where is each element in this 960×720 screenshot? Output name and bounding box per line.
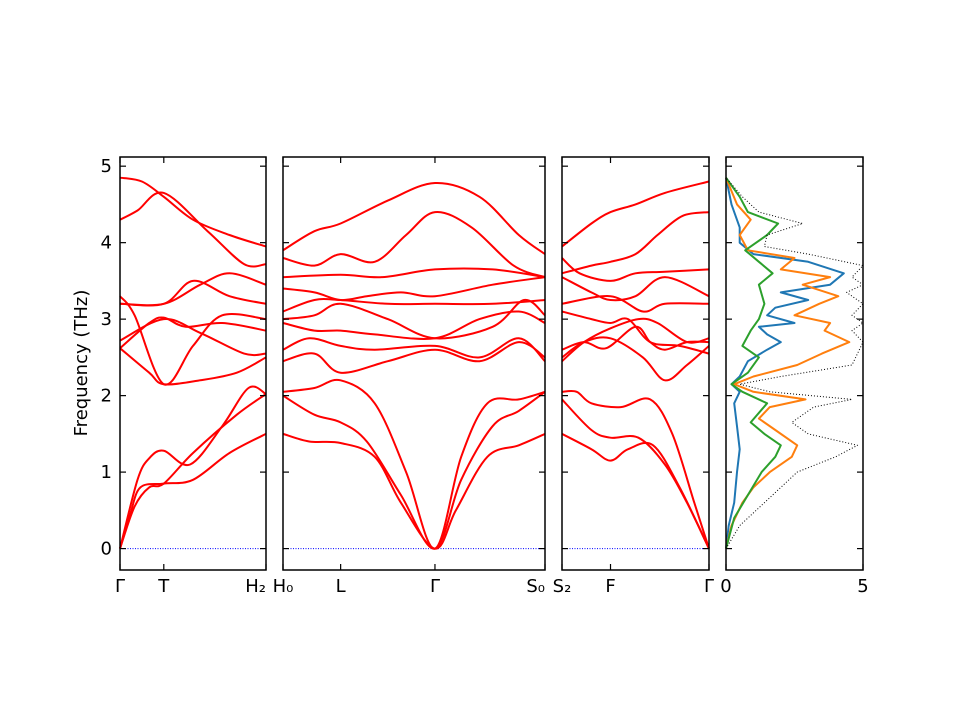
y-axis-label: Frequency (THz)	[71, 290, 92, 437]
x-tick-label: F	[605, 576, 615, 597]
band-line-10	[119, 191, 267, 268]
band-line-6	[119, 295, 267, 386]
band-line-2	[282, 390, 546, 550]
x-tick-label: Γ	[115, 576, 125, 597]
panel-frame	[725, 156, 864, 571]
band-line-9	[119, 279, 267, 307]
x-tick-label: H₂	[245, 576, 266, 597]
x-tick-label: S₀	[526, 576, 545, 597]
band-line-5	[282, 337, 546, 362]
dos-series-3	[725, 177, 782, 549]
band-line-2	[119, 393, 267, 549]
band-line-11	[119, 176, 267, 248]
x-tick-label: 0	[720, 576, 731, 597]
band-line-3	[119, 385, 267, 549]
dos-series-2	[725, 177, 851, 549]
band-line-4	[561, 336, 710, 382]
band-line-8	[561, 295, 710, 313]
band-line-4	[282, 341, 546, 374]
band-line-4	[119, 347, 267, 386]
panel-frame	[561, 156, 710, 571]
dos-series-4	[725, 177, 864, 549]
band-line-6	[561, 325, 710, 351]
band-line-8	[282, 298, 546, 313]
x-tick-label: H₀	[273, 576, 294, 597]
band-line-6	[282, 310, 546, 340]
y-tick-label: 0	[101, 539, 112, 560]
band-line-7	[282, 298, 546, 340]
band-line-12	[561, 180, 710, 248]
band-line-3	[282, 378, 546, 550]
band-panel-3: S₂ F Γ	[553, 156, 714, 597]
band-line-10	[561, 257, 710, 282]
band-line-7	[561, 310, 710, 355]
band-line-1	[282, 432, 546, 550]
y-tick-label: 3	[101, 309, 112, 330]
y-tick-label: 1	[101, 462, 112, 483]
x-tick-label: S₂	[553, 576, 572, 597]
band-line-9	[561, 276, 710, 302]
band-line-2	[561, 398, 710, 550]
y-tick-label: 4	[101, 233, 112, 254]
x-tick-label: Γ	[430, 576, 440, 597]
x-tick-label: L	[336, 576, 346, 597]
band-line-12	[282, 181, 546, 255]
band-panel-1: 0 1 2 3 4 5 Γ T H₂	[101, 156, 267, 597]
band-line-10	[282, 267, 546, 279]
band-line-11	[561, 211, 710, 275]
band-line-9	[282, 276, 546, 302]
panel-frame	[282, 156, 546, 571]
band-line-1	[119, 433, 267, 549]
band-line-11	[282, 211, 546, 279]
band-panel-2: H₀ L Γ S₀	[273, 156, 546, 597]
x-tick-label: T	[157, 576, 170, 597]
band-line-7	[119, 316, 267, 349]
dos-series-1	[725, 177, 845, 549]
x-tick-label: 5	[857, 576, 868, 597]
y-tick-label: 5	[101, 156, 112, 177]
band-line-1	[561, 433, 710, 550]
panel-frame	[119, 156, 267, 571]
y-tick-label: 2	[101, 386, 112, 407]
band-line-3	[561, 389, 710, 549]
x-tick-label: Γ	[704, 576, 714, 597]
